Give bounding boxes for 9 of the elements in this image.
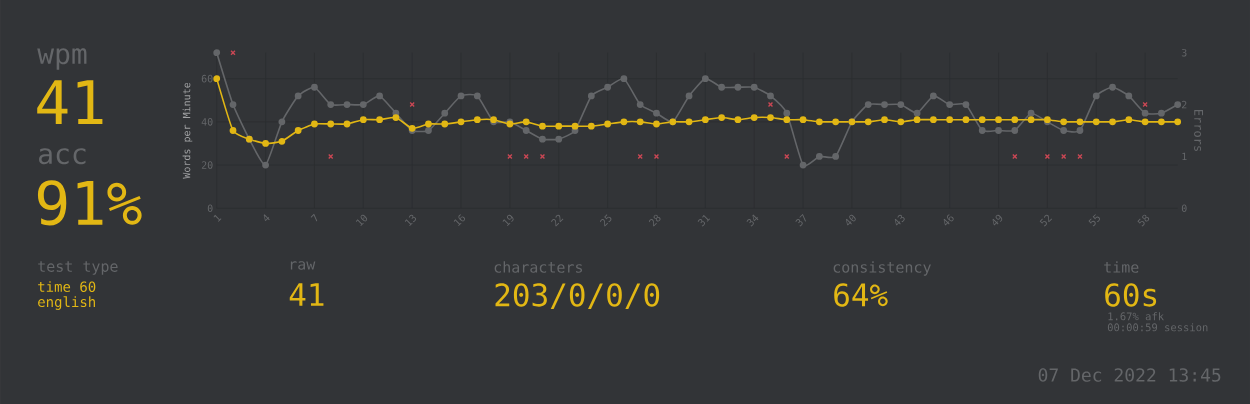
text: 91%: [37, 180, 142, 226]
y-axis-title: Words per Minute: [182, 82, 193, 179]
text: english: [38, 296, 95, 310]
text: time 60: [38, 281, 96, 293]
text: 64%: [834, 283, 888, 307]
text: 41: [37, 80, 103, 124]
text: 203/0/0/0: [495, 283, 660, 310]
text: 60s: [1105, 283, 1157, 307]
text: 41: [289, 283, 324, 306]
